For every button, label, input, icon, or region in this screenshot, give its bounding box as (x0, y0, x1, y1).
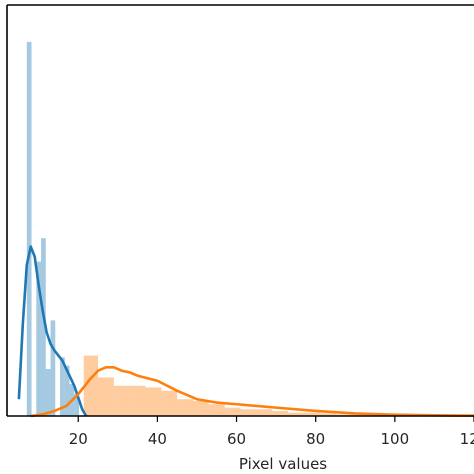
histogram-bar-series-2-bin-9 (208, 404, 225, 416)
histogram-bar-series-2-bin-10 (224, 407, 241, 416)
x-tick-label-120: 120 (460, 430, 474, 448)
histogram-bar-series-1-bin-5 (41, 238, 46, 416)
histogram-bar-series-2-bin-5 (145, 387, 162, 416)
histogram-bar-series-2-bin-14 (287, 412, 304, 416)
histogram-bar-series-2-bin-2 (98, 377, 114, 416)
histogram-bar-series-2-bin-1 (83, 355, 99, 416)
histogram-bar-series-2-bin-17 (335, 414, 352, 416)
axes (6, 4, 474, 417)
x-tick-label-20: 20 (69, 430, 88, 448)
histogram-bar-series-1-bin-2 (26, 41, 32, 416)
histogram-bar-series-2-bin-6 (161, 390, 178, 416)
x-tick-label-40: 40 (148, 430, 167, 448)
histogram-bar-series-1-bin-7 (50, 320, 56, 416)
histogram-bar-series-2-bin-11 (240, 409, 257, 416)
histogram-bar-series-1-bin-10 (64, 365, 70, 416)
x-tick-label-80: 80 (306, 430, 325, 448)
histogram-bar-series-2-bin-18 (351, 414, 368, 416)
kde-curve-series-1 (17, 245, 88, 417)
histogram-bar-series-1-bin-4 (36, 261, 42, 416)
x-tick-label-60: 60 (227, 430, 246, 448)
histogram-bar-series-2-bin-4 (129, 385, 146, 416)
histogram-bar-series-2-bin-7 (177, 399, 194, 416)
histogram-bars (26, 41, 463, 416)
x-tick-label-100: 100 (381, 430, 410, 448)
histogram-bar-series-2-bin-15 (303, 412, 320, 416)
x-axis-label: Pixel values (239, 455, 327, 473)
x-axis-ticks: 20 40 60 80 100 120 (69, 416, 474, 448)
histogram-bar-series-2-bin-12 (256, 409, 273, 416)
histogram-bar-series-1-bin-6 (45, 369, 51, 416)
histogram-bar-series-2-bin-8 (193, 400, 209, 416)
histogram-bar-series-2-bin-16 (319, 413, 336, 416)
kde-curves (17, 245, 474, 418)
histogram-bar-series-1-bin-12 (74, 394, 80, 416)
histogram-bar-series-1-bin-9 (60, 357, 65, 416)
histogram-bar-series-2-bin-13 (272, 410, 288, 416)
kde-curve-series-2 (30, 366, 474, 418)
histogram-bar-series-2-bin-3 (113, 385, 130, 416)
